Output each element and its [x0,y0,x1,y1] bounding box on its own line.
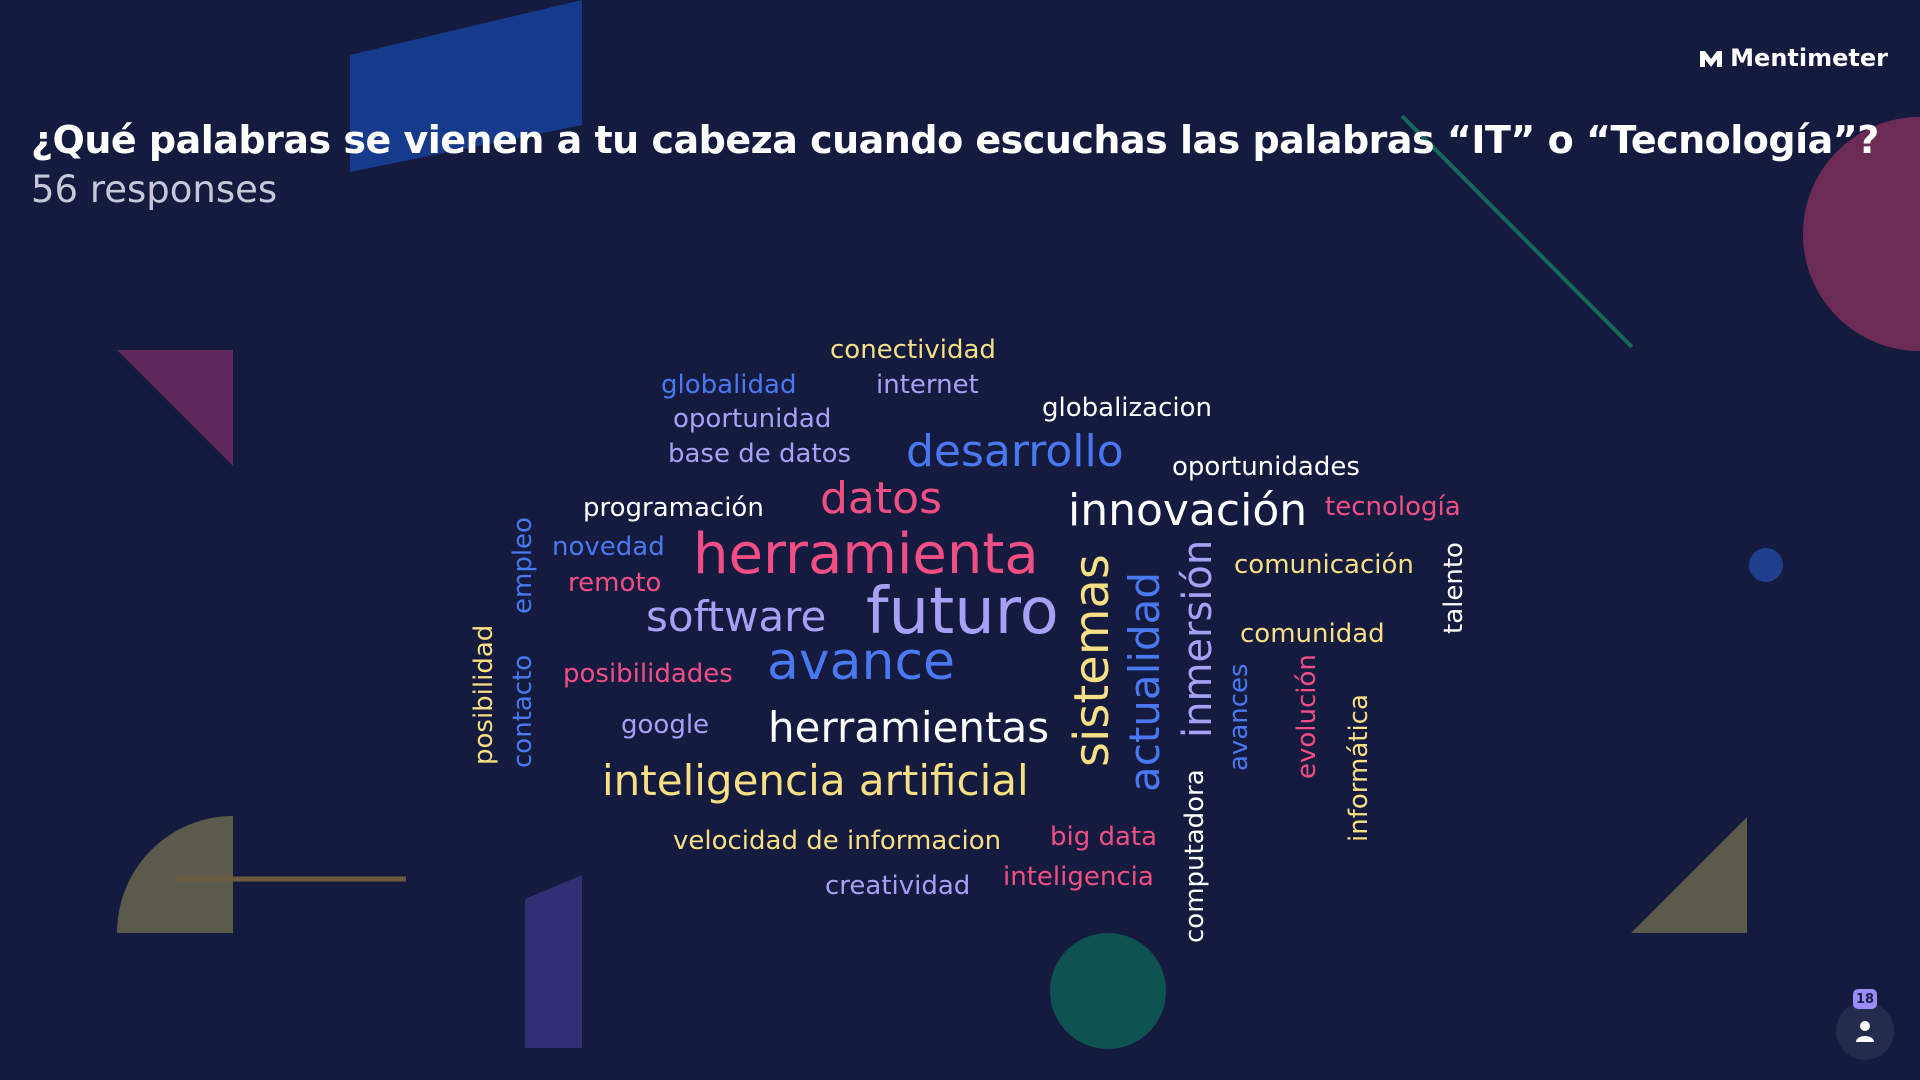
word-cloud-word-evolucion: evolución [1292,654,1322,779]
word-cloud-word-conectividad: conectividad [830,335,996,365]
word-cloud-word-avance: avance [767,632,956,692]
word-cloud-word-creatividad: creatividad [825,871,971,901]
word-cloud-word-avances: avances [1224,663,1254,771]
mentimeter-logo-icon [1700,51,1723,67]
word-cloud-word-novedad: novedad [552,532,665,562]
word-cloud-word-posibilidad: posibilidad [469,624,499,765]
purple-triangle-shape [117,350,233,466]
word-cloud-word-datos: datos [820,473,942,524]
participants-count-badge: 18 [1853,989,1877,1009]
word-cloud-word-desarrollo: desarrollo [906,426,1124,477]
question-title: ¿Qué palabras se vienen a tu cabeza cuan… [31,118,1879,162]
person-icon [1856,1021,1874,1042]
word-cloud-word-big-data: big data [1050,822,1158,852]
word-cloud-word-inteligencia-artificial: inteligencia artificial [602,756,1029,805]
word-cloud-word-futuro: futuro [866,575,1059,649]
word-cloud-word-inmersion: inmersión [1175,539,1221,738]
word-cloud-word-herramienta: herramienta [693,522,1039,587]
word-cloud-word-inteligencia: inteligencia [1003,862,1154,892]
word-cloud-word-informatica: informática [1344,694,1374,842]
word-cloud-word-posibilidades: posibilidades [563,659,733,689]
small-blue-dot-shape [1749,548,1783,582]
word-cloud-word-programacion: programación [583,493,764,523]
word-cloud-word-velocidad-de-informacion: velocidad de informacion [673,826,1002,856]
brand-name: Mentimeter [1730,44,1888,72]
word-cloud-word-google: google [621,710,710,740]
word-cloud-word-contacto: contacto [508,654,538,768]
word-cloud-word-talento: talento [1439,542,1469,634]
word-cloud-word-oportunidades: oportunidades [1172,452,1360,482]
mentimeter-logo: Mentimeter [1700,44,1888,72]
teal-circle-shape [1050,933,1166,1049]
word-cloud-word-base-de-datos: base de datos [668,439,852,469]
word-cloud-word-actualidad: actualidad [1120,571,1169,792]
indigo-parallelogram-shape [525,875,582,1048]
word-cloud-word-comunidad: comunidad [1240,619,1385,649]
olive-quarter-circle-shape [117,816,233,933]
word-cloud-word-globalidad: globalidad [661,370,797,400]
word-cloud-word-remoto: remoto [568,568,662,598]
word-cloud-word-computadora: computadora [1180,769,1210,943]
response-count: 56 responses [31,168,278,211]
word-cloud-word-empleo: empleo [508,517,538,614]
blue-parallelogram-shape [350,0,582,172]
word-cloud-word-sistemas: sistemas [1064,554,1120,767]
maroon-circle-left-part [1803,117,1920,351]
teal-diagonal-line [1400,114,1634,349]
word-cloud-word-herramientas: herramientas [768,703,1050,752]
word-cloud-word-oportunidad: oportunidad [673,404,832,434]
word-cloud-word-tecnologia: tecnología [1325,492,1461,522]
word-cloud-word-comunicacion: comunicación [1234,550,1414,580]
word-cloud-word-globalizacion: globalizacion [1042,393,1213,423]
word-cloud-word-software: software [646,592,827,641]
word-cloud-word-innovacion: innovación [1068,485,1308,536]
word-cloud-word-internet: internet [876,370,979,400]
olive-triangle-shape [1631,817,1747,933]
participants-button[interactable]: 18 [1836,989,1894,1060]
